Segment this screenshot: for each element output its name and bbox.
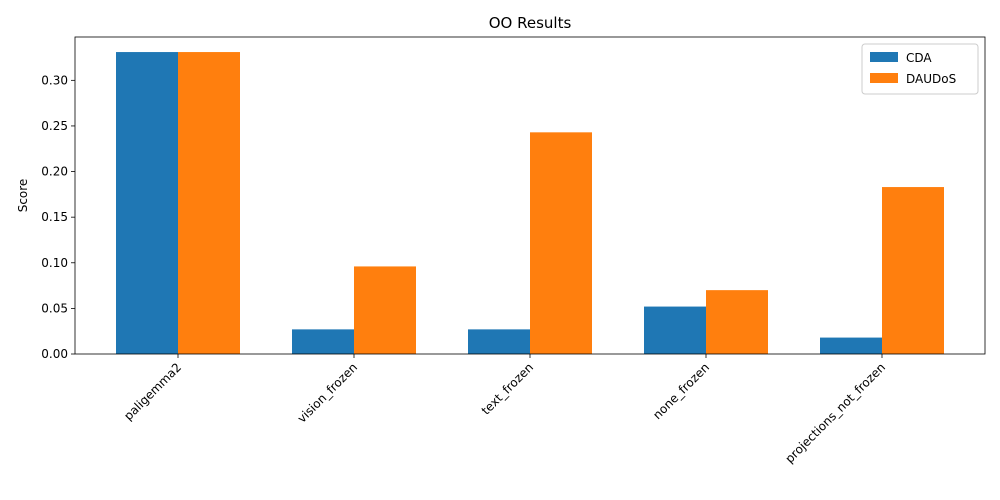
y-tick-label: 0.15 [41,210,68,224]
legend-label-cda: CDA [906,51,932,65]
bar-cda-projections-not-frozen [820,337,882,354]
y-tick-label: 0.20 [41,165,68,179]
legend-swatch-cda [870,52,898,62]
y-tick-label: 0.05 [41,301,68,315]
y-ticks-group: 0.00 0.05 0.10 0.15 0.20 0.25 0.30 [41,73,75,361]
y-tick-label: 0.00 [41,347,68,361]
chart-title: OO Results [489,14,572,32]
legend-label-daudos: DAUDoS [906,72,956,86]
legend: CDA DAUDoS [861,43,979,95]
y-tick-label: 0.25 [41,119,68,133]
bars-group [116,52,944,355]
x-tick-label: vision_frozen [295,360,360,425]
y-tick-label: 0.30 [41,73,68,87]
x-ticks-group: paligemma2 vision_frozen text_frozen none_f… [121,354,888,466]
x-tick-label: paligemma2 [121,360,184,423]
bar-cda-vision-frozen [292,329,354,354]
y-axis-label: Score [16,179,30,213]
bar-daudos-vision-frozen [354,266,416,354]
bar-daudos-none-frozen [706,290,768,354]
bar-daudos-paligemma2 [178,52,240,355]
bar-daudos-projections-not-frozen [882,187,944,354]
plot-frame [74,36,986,355]
x-tick-label: none_frozen [650,360,712,422]
y-tick-label: 0.10 [41,256,68,270]
x-tick-label: projections_not_frozen [783,360,889,466]
legend-swatch-daudos [870,73,898,83]
x-tick-label: text_frozen [479,360,536,417]
bar-daudos-text-frozen [530,132,592,354]
bar-cda-text-frozen [468,329,530,354]
bar-cda-paligemma2 [116,52,178,355]
bar-cda-none-frozen [644,306,706,354]
